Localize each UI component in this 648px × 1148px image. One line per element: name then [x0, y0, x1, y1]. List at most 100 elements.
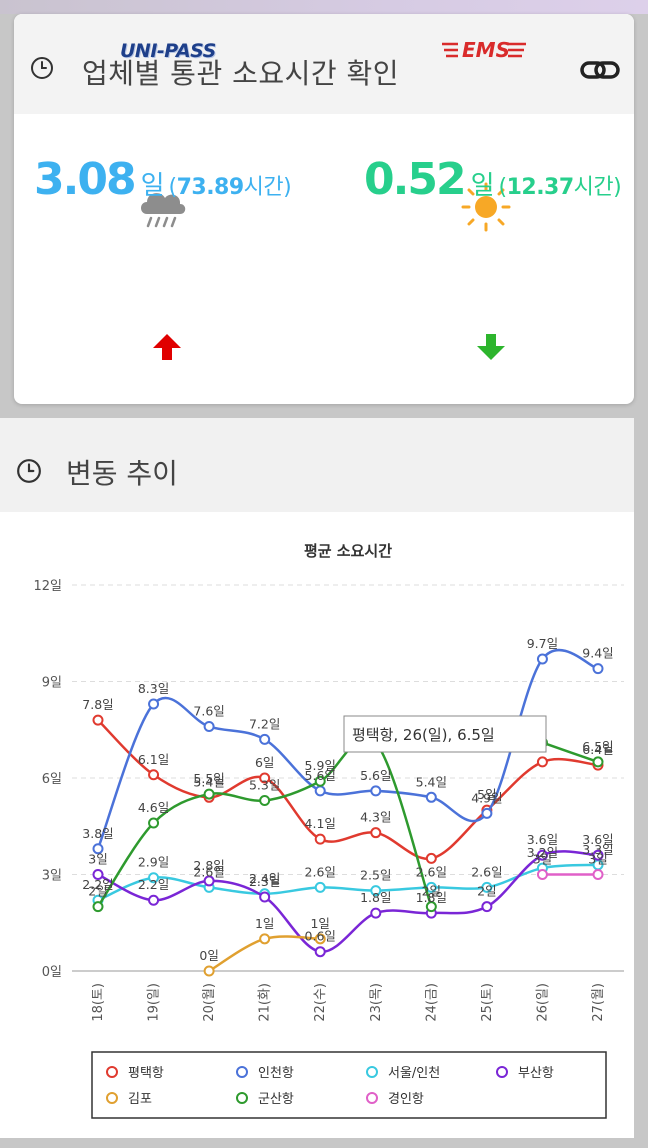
- data-label: 4.9일: [471, 790, 502, 805]
- data-point: [314, 775, 326, 787]
- series-line-0: [97, 719, 599, 860]
- data-label: 2.2일: [138, 877, 169, 892]
- data-label: 4.1일: [305, 816, 336, 831]
- clock-icon: [31, 57, 53, 79]
- cloud-rain-icon: [141, 193, 186, 228]
- legend-marker: [236, 1066, 248, 1078]
- data-label: 5.5일: [193, 771, 224, 786]
- x-tick-label: 22(수): [313, 983, 328, 1022]
- data-point: [259, 795, 271, 807]
- x-tick-label: 24(금): [424, 983, 439, 1022]
- data-label: 1일: [310, 916, 329, 931]
- data-point: [203, 965, 215, 977]
- y-tick-label: 6일: [42, 772, 62, 787]
- x-tick-label: 26(일): [535, 983, 550, 1022]
- data-label: 3.3일: [582, 842, 613, 857]
- data-point: [425, 852, 437, 864]
- data-point: [203, 721, 215, 733]
- legend-label: 부산항: [518, 1066, 554, 1081]
- data-point: [425, 901, 437, 913]
- data-point: [203, 875, 215, 887]
- arrow-down-icon: [477, 334, 505, 360]
- card-title: 업체별 통관 소요시간 확인: [82, 57, 400, 90]
- data-point: [592, 869, 604, 880]
- customs-time-card: 업체별 통관 소요시간 확인 UNI-PASS EMS 3.08 일 (73.89시…: [14, 14, 634, 404]
- data-label: 2.6일: [416, 864, 447, 879]
- data-point: [314, 933, 326, 945]
- x-tick-label: 21(화): [258, 983, 273, 1022]
- data-point: [370, 907, 382, 919]
- trend-header: 변동 추이: [0, 418, 634, 512]
- legend-label: 김포: [128, 1092, 152, 1107]
- series-line-1: [96, 648, 599, 850]
- data-label: 9.7일: [527, 636, 558, 651]
- y-tick-label: 0일: [42, 965, 62, 980]
- data-point: [259, 891, 271, 903]
- data-label: 5.6일: [360, 768, 391, 783]
- data-point: [259, 733, 271, 745]
- data-label: 1.8일: [360, 890, 391, 905]
- data-label: 2일: [422, 884, 441, 899]
- data-point: [370, 827, 382, 839]
- data-label: 8.3일: [138, 681, 169, 696]
- x-tick-label: 19(일): [147, 983, 162, 1022]
- data-label: 2.6일: [193, 864, 224, 879]
- data-label: 3일: [88, 852, 107, 867]
- data-label: 2.8일: [193, 858, 224, 873]
- data-label: 3.8일: [82, 826, 113, 841]
- ems-value: 0.52 일 (12.37시간): [364, 154, 622, 205]
- ems-hours: (12.37시간): [498, 175, 622, 200]
- data-label: 6.4일: [582, 742, 613, 757]
- data-label: 2.2일: [82, 877, 113, 892]
- x-tick-label: 25(토): [480, 983, 495, 1022]
- data-label: 6일: [255, 755, 274, 770]
- data-point: [314, 881, 326, 893]
- data-label: 6.1일: [138, 752, 169, 767]
- data-point: [370, 885, 382, 897]
- series-line-2: [97, 863, 599, 902]
- data-label: 5.9일: [305, 758, 336, 773]
- data-label: 3.6일: [527, 832, 558, 847]
- legend-label: 경인항: [388, 1092, 424, 1107]
- data-point: [92, 843, 104, 855]
- card-header: 업체별 통관 소요시간 확인: [14, 14, 634, 114]
- data-label: 1.8일: [416, 890, 447, 905]
- y-tick-label: 12일: [33, 579, 62, 594]
- arrow-up-icon: [153, 334, 181, 360]
- data-label: 6.5일: [582, 739, 613, 754]
- tooltip-box: [343, 715, 547, 753]
- data-label: 7.6일: [193, 704, 224, 719]
- link-icon[interactable]: [580, 58, 620, 82]
- data-label: 2.3일: [249, 874, 280, 889]
- data-label: 3일: [588, 852, 607, 867]
- legend-box: [91, 1051, 607, 1119]
- series-line-3: [97, 850, 599, 953]
- data-point: [592, 663, 604, 675]
- data-label: 5.6일: [305, 768, 336, 783]
- data-point: [148, 894, 160, 906]
- legend-marker: [106, 1092, 118, 1104]
- data-point: [148, 817, 160, 829]
- data-point: [203, 788, 215, 800]
- trend-panel: 변동 추이 평균 소요시간 0일 3일 6일 9일 12일 18(토) 19(일) 20(월) 2…: [0, 418, 634, 1138]
- x-tick-label: 18(토): [91, 983, 106, 1022]
- legend-label: 서울/인천: [388, 1066, 440, 1081]
- data-point: [481, 901, 493, 913]
- legend-marker: [366, 1066, 378, 1078]
- unipass-hours: (73.89시간): [168, 175, 292, 200]
- data-label: 5.4일: [416, 774, 447, 789]
- ems-logo: EMS: [442, 38, 526, 62]
- clock-icon: [17, 459, 41, 483]
- data-point: [314, 946, 326, 958]
- data-label: 0일: [199, 948, 218, 963]
- data-label: 3.2일: [527, 845, 558, 860]
- data-point: [259, 772, 271, 784]
- data-label: 5.4일: [193, 774, 224, 789]
- data-point: [425, 791, 437, 803]
- x-tick-label: 20(월): [202, 983, 217, 1022]
- ems-days: 0.52: [364, 154, 467, 205]
- x-tick-label: 27(월): [591, 983, 606, 1022]
- legend-label: 평택항: [128, 1066, 164, 1081]
- data-point: [536, 756, 548, 768]
- data-point: [92, 901, 104, 913]
